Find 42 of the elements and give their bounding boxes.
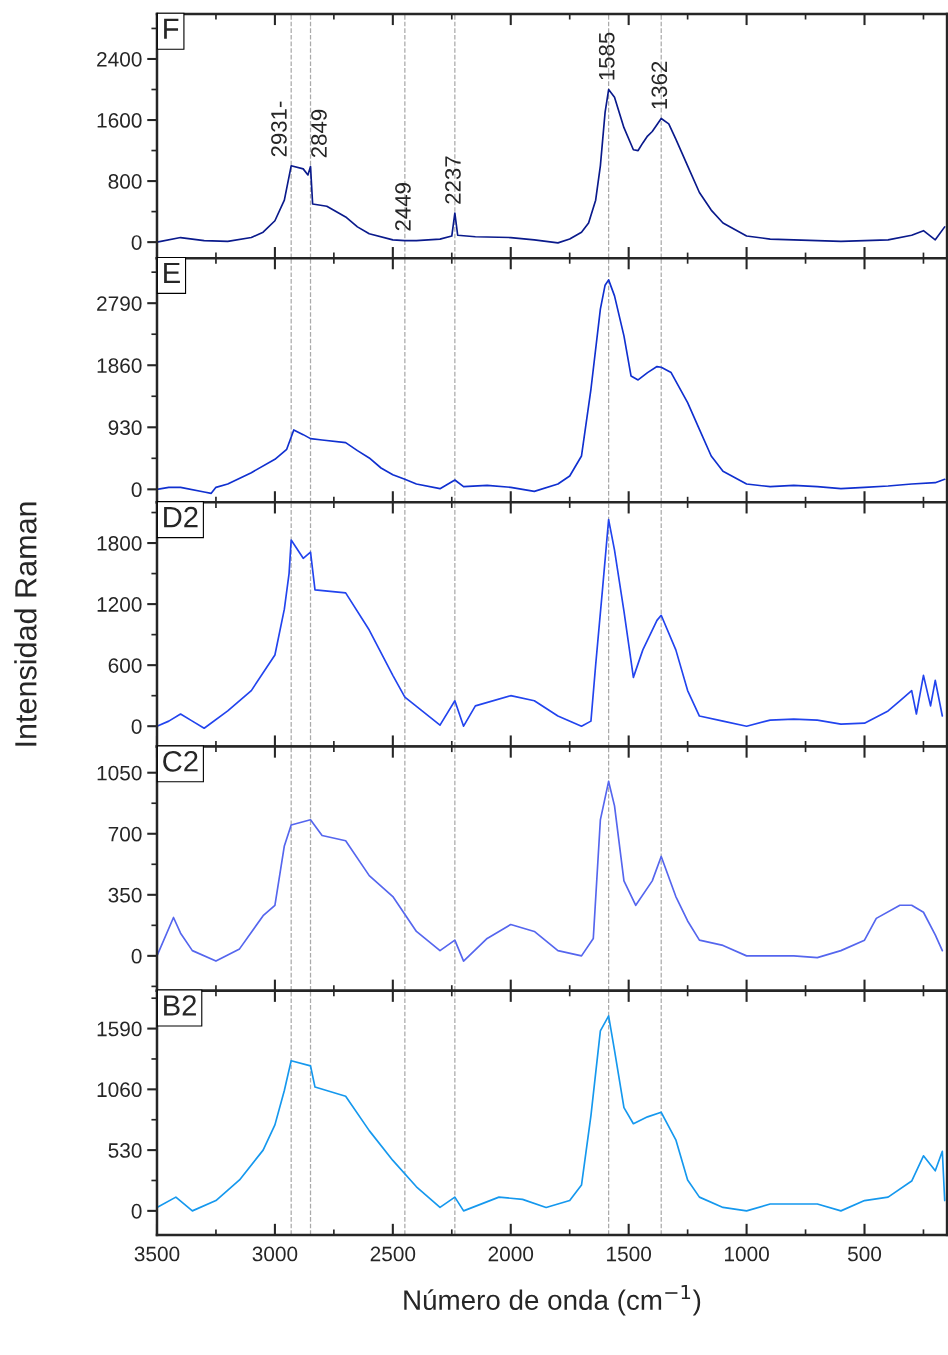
chart-title: D2 <box>164 506 198 528</box>
y-tick-label: 1590 <box>97 1021 142 1037</box>
x-tick-label: 1500 <box>607 1246 652 1262</box>
chart-title: F <box>164 18 179 39</box>
x-tick-label: 2500 <box>370 1246 416 1262</box>
x-tick-label: 2000 <box>488 1246 534 1262</box>
y-tick-label: 350 <box>108 887 142 903</box>
x-tick-label: 1000 <box>725 1246 769 1262</box>
y-tick-label: 1600 <box>97 113 142 128</box>
y-tick-label: 0 <box>131 948 142 964</box>
y-axis-title: Intensidad Raman <box>14 502 37 746</box>
y-tick-label: 600 <box>108 658 142 673</box>
y-tick-label: 930 <box>108 420 142 436</box>
y-tick-label: 1050 <box>97 765 142 781</box>
y-tick-label: 1200 <box>97 597 142 612</box>
x-tick-label: 3500 <box>134 1246 180 1262</box>
chart-title: B2 <box>164 995 196 1016</box>
y-tick-label: 0 <box>131 482 142 498</box>
ref-line-label: 1362 <box>651 61 668 109</box>
y-tick-label: 0 <box>131 1203 142 1219</box>
chart-title: E <box>164 262 180 283</box>
ref-line-label: 2237 <box>445 156 461 204</box>
ref-line-label: 1585 <box>598 32 615 80</box>
ref-line-label: 2931- <box>271 101 287 157</box>
line-series <box>156 780 944 962</box>
line-series <box>156 1015 946 1212</box>
y-tick-label: 2400 <box>97 51 142 67</box>
ref-line-label: 2849 <box>311 109 327 158</box>
y-tick-label: 700 <box>108 826 142 842</box>
y-tick-label: 2790 <box>97 296 142 311</box>
y-tick-label: 530 <box>108 1143 142 1158</box>
y-tick-label: 0 <box>131 719 142 734</box>
x-axis-title: Número de onda (cm$^{−1}$) <box>404 1284 701 1316</box>
ref-line-label: 2449 <box>395 183 411 231</box>
chart-title: C2 <box>163 750 198 772</box>
y-tick-label: 0 <box>131 235 142 250</box>
y-tick-label: 1860 <box>97 358 142 373</box>
x-tick-label: 500 <box>847 1246 882 1262</box>
y-tick-label: 1800 <box>97 536 142 551</box>
y-tick-label: 800 <box>108 174 142 189</box>
y-tick-label: 1060 <box>97 1082 142 1098</box>
x-tick-label: 3000 <box>252 1246 298 1262</box>
